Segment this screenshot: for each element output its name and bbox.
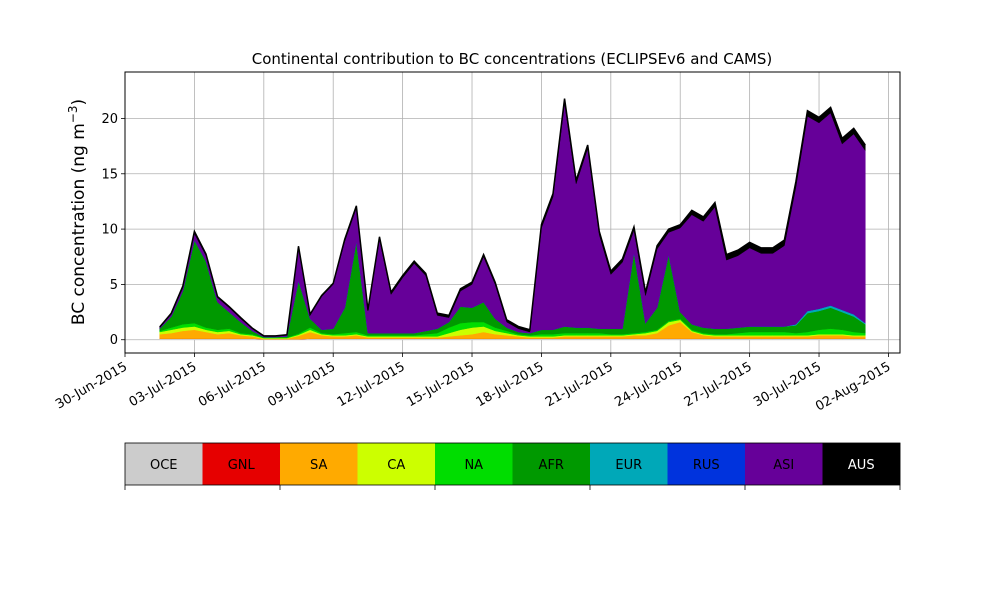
legend-swatch-na bbox=[435, 443, 513, 485]
legend-swatch-rus bbox=[667, 443, 746, 485]
legend-swatch-oce bbox=[125, 443, 203, 485]
legend-swatch-aus bbox=[822, 443, 901, 485]
total-line bbox=[159, 98, 866, 337]
legend-frame bbox=[124, 442, 901, 486]
legend-label-asi: ASI bbox=[773, 458, 794, 473]
plot-frame bbox=[124, 71, 901, 354]
legend-swatch-afr bbox=[512, 443, 591, 485]
y-tick-label: 15 bbox=[101, 167, 118, 182]
x-tick-label: 30-Jun-2015 bbox=[53, 359, 130, 412]
area-series bbox=[159, 98, 866, 340]
area-asi bbox=[159, 102, 866, 338]
x-tick-label: 24-Jul-2015 bbox=[612, 359, 685, 410]
total-outline bbox=[159, 98, 866, 337]
y-tick-label: 5 bbox=[110, 278, 118, 293]
legend-swatch-sa bbox=[280, 443, 358, 485]
y-axis: 0 5 10 15 20 bbox=[101, 112, 125, 348]
x-tick-label: 06-Jul-2015 bbox=[196, 359, 269, 410]
legend-label-rus: RUS bbox=[693, 458, 720, 473]
x-tick-label: 21-Jul-2015 bbox=[543, 359, 616, 410]
legend-label-eur: EUR bbox=[615, 458, 642, 473]
y-axis-label-exponent: −3 bbox=[66, 105, 80, 123]
legend-swatch-ca bbox=[357, 443, 436, 485]
legend-label-ca: CA bbox=[387, 458, 405, 473]
y-axis-label-close: ) bbox=[69, 99, 89, 106]
legend-label-aus: AUS bbox=[848, 458, 875, 473]
y-tick-label: 20 bbox=[101, 112, 118, 127]
x-tick-label: 18-Jul-2015 bbox=[474, 359, 547, 410]
legend-label-oce: OCE bbox=[150, 458, 178, 473]
y-axis-label: BC concentration (ng m−3) bbox=[66, 99, 89, 325]
legend-label-gnl: GNL bbox=[228, 458, 256, 473]
x-tick-label: 09-Jul-2015 bbox=[265, 359, 338, 410]
legend-swatch-eur bbox=[590, 443, 668, 485]
y-tick-label: 0 bbox=[110, 333, 118, 348]
x-tick-label: 15-Jul-2015 bbox=[404, 359, 477, 410]
x-tick-label: 03-Jul-2015 bbox=[127, 359, 200, 410]
x-tick-label: 02-Aug-2015 bbox=[813, 359, 893, 414]
x-tick-label: 12-Jul-2015 bbox=[335, 359, 408, 410]
x-tick-label: 27-Jul-2015 bbox=[682, 359, 755, 410]
chart-title: Continental contribution to BC concentra… bbox=[252, 50, 773, 68]
x-axis: 30-Jun-201503-Jul-201506-Jul-201509-Jul-… bbox=[53, 353, 893, 415]
legend-colorbar: OCE GNL SA CA NA AFR EUR RUS ASI AUS bbox=[124, 442, 901, 490]
legend-label-afr: AFR bbox=[539, 458, 564, 473]
legend-swatch-gnl bbox=[202, 443, 281, 485]
legend-label-sa: SA bbox=[310, 458, 327, 473]
legend-label-na: NA bbox=[464, 458, 483, 473]
y-tick-label: 10 bbox=[101, 223, 118, 238]
legend-swatch-asi bbox=[745, 443, 823, 485]
y-axis-label-main: BC concentration (ng m bbox=[69, 123, 89, 325]
